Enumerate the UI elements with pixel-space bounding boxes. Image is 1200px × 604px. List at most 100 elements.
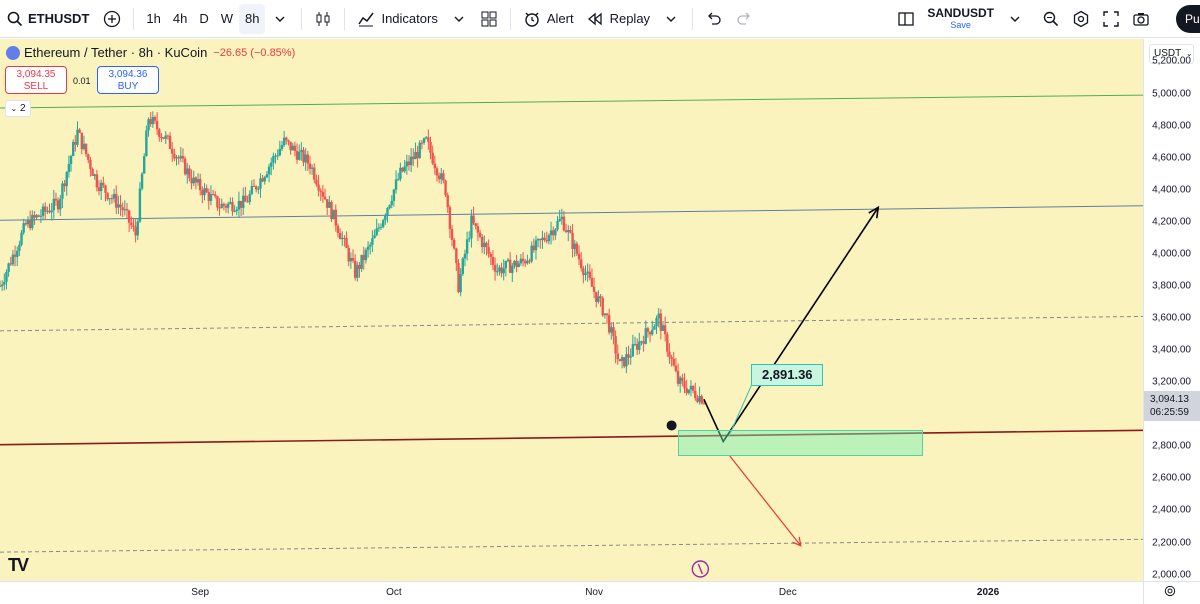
- buy-button[interactable]: 3,094.36 BUY: [97, 66, 159, 94]
- candle-body: [0, 285, 2, 287]
- candle-body: [328, 202, 331, 208]
- candle-body: [46, 210, 49, 212]
- interval-4h[interactable]: 4h: [172, 11, 188, 26]
- candle-body: [20, 232, 23, 245]
- interval-dropdown[interactable]: [265, 4, 295, 34]
- candle-body: [3, 281, 6, 285]
- currency-selector[interactable]: USDT ⌄: [1149, 44, 1194, 64]
- interval-1h[interactable]: 1h: [146, 11, 161, 26]
- candle-body: [84, 143, 88, 155]
- candle-body: [433, 163, 437, 169]
- candle-body: [498, 267, 501, 272]
- candle-body: [614, 336, 617, 354]
- candle-body: [291, 145, 294, 151]
- indicators-button[interactable]: Indicators: [351, 4, 443, 34]
- candle-body: [347, 247, 350, 262]
- layout-toggle-button[interactable]: [891, 4, 921, 34]
- replay-button[interactable]: Replay: [580, 4, 656, 34]
- snapshot-button[interactable]: [1126, 4, 1156, 34]
- quick-search-button[interactable]: [1036, 4, 1066, 34]
- candle-body: [356, 264, 359, 278]
- candle-body: [76, 129, 79, 145]
- candle-body: [160, 136, 163, 138]
- candle-body: [149, 119, 152, 125]
- candle-body: [397, 179, 400, 181]
- replay-dropdown[interactable]: [656, 4, 686, 34]
- candle-body: [201, 190, 204, 196]
- camera-icon: [1132, 10, 1150, 28]
- projection-arrowhead: [868, 205, 880, 219]
- candle-body: [571, 232, 574, 250]
- candle-body: [459, 274, 462, 293]
- symbol-label: ETHUSDT: [28, 11, 90, 26]
- candle-body: [104, 185, 107, 193]
- candle-body: [409, 156, 413, 166]
- candle-body: [681, 377, 684, 382]
- candle-body: [661, 325, 665, 331]
- candle-body: [26, 219, 30, 225]
- alert-button[interactable]: Alert: [517, 4, 580, 34]
- candle-body: [233, 211, 236, 213]
- target-zone-rectangle[interactable]: [678, 430, 924, 456]
- candle-body: [674, 365, 678, 372]
- price-tick-label: 4,600.00: [1152, 152, 1191, 164]
- interval-8h[interactable]: 8h: [239, 3, 266, 34]
- price-axis[interactable]: USDT ⌄ 3,094.13 06:25:59 5,200.00 5,000.0…: [1143, 39, 1200, 581]
- chart-pane[interactable]: Ethereum / Tether · 8h · KuCoin −26.65 (…: [0, 39, 1143, 581]
- candle-body: [65, 172, 68, 187]
- buy-label: BUY: [117, 81, 139, 92]
- candle-body: [216, 196, 219, 208]
- indicators-dropdown[interactable]: [444, 4, 474, 34]
- candle-body: [452, 239, 456, 249]
- candle-body: [633, 343, 637, 345]
- candle-body: [676, 371, 680, 384]
- fullscreen-button[interactable]: [1096, 4, 1126, 34]
- publish-button[interactable]: Pu: [1176, 5, 1200, 33]
- layouts-button[interactable]: [474, 4, 504, 34]
- candle-body: [607, 315, 611, 333]
- fullscreen-icon: [1102, 10, 1120, 28]
- layout-dropdown[interactable]: [1000, 4, 1030, 34]
- candle-body: [203, 188, 206, 196]
- undo-button[interactable]: [699, 4, 729, 34]
- chart-legend: Ethereum / Tether · 8h · KuCoin −26.65 (…: [6, 45, 295, 60]
- candle-body: [168, 135, 172, 149]
- settings-button[interactable]: [1066, 4, 1096, 34]
- candle-body: [130, 222, 133, 226]
- compare-add-button[interactable]: [97, 4, 127, 34]
- candle-body: [285, 137, 288, 141]
- candle-body: [386, 208, 389, 216]
- redo-button[interactable]: [729, 4, 759, 34]
- candle-body: [528, 260, 531, 262]
- candle-body: [618, 359, 622, 362]
- candle-body: [670, 357, 673, 359]
- indicator-collapse-button[interactable]: ⌄ 2: [5, 100, 31, 117]
- candle-body: [575, 243, 579, 254]
- lightning-bolt: [697, 563, 703, 575]
- chart-type-button[interactable]: [308, 4, 338, 34]
- price-tick-label: 2,600.00: [1152, 472, 1191, 484]
- candle-body: [276, 155, 279, 157]
- candle-body: [470, 215, 473, 239]
- candle-body: [515, 260, 518, 267]
- price-tick-label: 2,400.00: [1152, 504, 1191, 516]
- bearish-arrow-line: [729, 455, 802, 547]
- buy-price: 3,094.36: [108, 69, 148, 80]
- candle-body: [136, 221, 139, 236]
- interval-w[interactable]: W: [220, 11, 233, 26]
- sell-button[interactable]: 3,094.35 SELL: [5, 66, 67, 94]
- target-price-callout[interactable]: 2,891.36: [751, 363, 824, 386]
- time-axis[interactable]: Sep Oct Nov Dec 2026: [0, 581, 1143, 604]
- candle-body: [102, 182, 105, 186]
- layout-name-button[interactable]: SANDUSDT Save: [921, 4, 1000, 34]
- interval-d[interactable]: D: [199, 11, 209, 26]
- collapse-count: 2: [19, 103, 26, 114]
- candle-body: [41, 206, 45, 216]
- axis-settings-button[interactable]: [1143, 581, 1200, 604]
- level-line-0: [0, 94, 1143, 109]
- candle-body: [138, 188, 142, 222]
- symbol-search[interactable]: ETHUSDT: [0, 4, 95, 34]
- candle-body: [87, 154, 90, 160]
- candle-body: [668, 351, 671, 358]
- candle-body: [9, 263, 12, 265]
